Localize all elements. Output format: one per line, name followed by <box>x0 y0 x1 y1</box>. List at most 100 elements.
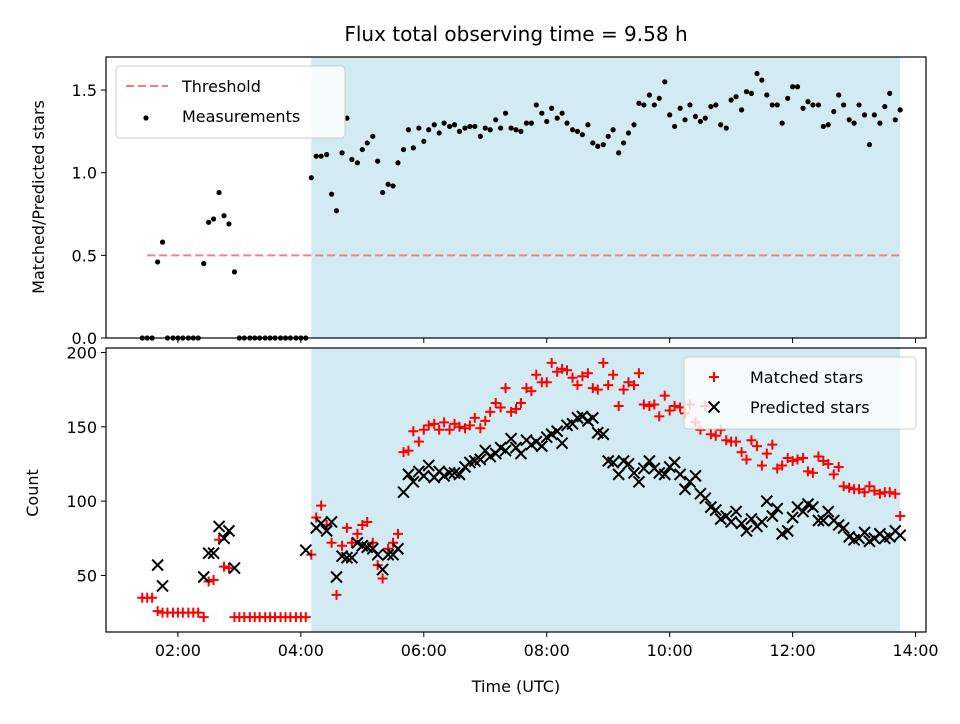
measurement-point <box>324 151 330 158</box>
predicted-stars-point <box>724 515 738 529</box>
measurement-point <box>385 181 391 187</box>
measurement-point <box>221 213 227 219</box>
matched-stars-point <box>777 460 788 471</box>
matched-stars-point <box>341 522 352 533</box>
predicted-stars-point <box>345 551 359 564</box>
top-series-measurements <box>139 70 903 341</box>
matched-stars-point <box>326 537 337 548</box>
measurement-point <box>436 130 442 136</box>
measurement-point <box>159 239 166 245</box>
measurement-point <box>502 110 509 116</box>
matched-stars-point <box>423 420 434 431</box>
measurement-point <box>554 115 560 121</box>
measurement-point <box>533 102 539 108</box>
measurement-point <box>447 123 453 130</box>
matched-stars-point <box>567 372 578 383</box>
legend-label: Matched stars <box>750 368 863 387</box>
measurement-point <box>431 122 437 128</box>
measurement-point <box>641 102 647 108</box>
matched-stars-point <box>859 487 870 498</box>
predicted-stars-point <box>314 517 328 530</box>
measurement-point <box>810 102 816 108</box>
predicted-stars-point <box>320 524 333 538</box>
matched-stars-point <box>884 487 895 498</box>
predicted-stars-point <box>381 548 395 561</box>
matched-stars-point <box>193 607 204 618</box>
predicted-stars-point <box>612 468 625 481</box>
measurement-point <box>518 128 524 134</box>
measurement-point <box>616 150 622 156</box>
measurement-point <box>569 127 576 133</box>
predicted-stars-point <box>668 456 681 469</box>
predicted-stars-point <box>299 544 312 557</box>
matched-stars-point <box>756 460 767 471</box>
measurement-point <box>579 132 585 138</box>
matched-stars-point <box>890 488 901 499</box>
predicted-stars-point <box>207 546 220 560</box>
measurement-point <box>815 102 822 108</box>
bottom-y-tick-label: 50 <box>77 566 97 585</box>
measurement-point <box>456 128 463 134</box>
matched-stars-point <box>490 398 501 409</box>
measurement-point <box>410 145 416 151</box>
measurement-point <box>708 103 714 110</box>
matched-stars-point <box>710 430 721 441</box>
x-axis-label: Time (UTC) <box>471 677 560 696</box>
predicted-stars-point <box>786 511 799 524</box>
matched-stars-point <box>439 417 450 428</box>
matched-stars-point <box>480 415 491 426</box>
legend-predicted-stars-swatch <box>707 400 721 414</box>
measurement-point <box>897 107 903 113</box>
bottom-y-tick-label: 150 <box>66 418 97 437</box>
measurement-point <box>523 120 530 126</box>
measurement-point <box>882 103 888 110</box>
measurement-point <box>831 108 837 115</box>
matched-stars-point <box>208 574 219 585</box>
measurement-point <box>493 117 499 123</box>
measurement-point <box>206 219 212 225</box>
matched-stars-point <box>798 453 809 464</box>
predicted-stars-point <box>822 505 835 518</box>
legend-label: Measurements <box>182 107 300 126</box>
matched-stars-point <box>147 592 158 603</box>
measurement-point <box>887 90 893 96</box>
bottom-series-predicted-stars <box>151 410 907 593</box>
matched-stars-point <box>828 469 839 480</box>
matched-stars-point <box>736 447 747 458</box>
matched-stars-point <box>582 368 593 379</box>
matched-stars-point <box>531 369 542 380</box>
matched-stars-point <box>664 405 675 416</box>
measurement-point <box>472 123 478 130</box>
predicted-stars-point <box>729 505 743 518</box>
predicted-stars-point <box>474 453 487 466</box>
measurement-point <box>892 117 898 123</box>
measurement-point <box>866 142 873 148</box>
top-y-tick-label: 1.5 <box>72 81 97 100</box>
matched-stars-point <box>869 485 880 496</box>
x-tick-label: 14:00 <box>892 641 938 660</box>
measurement-point <box>226 221 232 227</box>
measurement-point <box>656 95 662 101</box>
matched-stars-point <box>444 424 455 435</box>
predicted-stars-point <box>407 475 420 489</box>
matched-stars-point <box>352 528 363 539</box>
predicted-stars-point <box>371 548 384 561</box>
matched-stars-point <box>613 400 624 411</box>
measurement-point <box>308 175 314 181</box>
matched-stars-point <box>331 589 342 600</box>
measurement-point <box>313 153 319 159</box>
measurement-point <box>395 160 401 166</box>
matched-stars-point <box>721 435 732 446</box>
measurement-point <box>774 102 780 108</box>
matched-stars-point <box>418 424 429 435</box>
x-tick-label: 10:00 <box>647 641 693 660</box>
measurement-point <box>574 128 581 134</box>
top-observing-span <box>311 57 901 338</box>
matched-stars-point <box>751 441 762 452</box>
measurement-point <box>600 142 606 148</box>
measurement-point <box>328 191 335 197</box>
bottom-y-tick-label: 200 <box>66 343 97 362</box>
bottom-legend: Matched stars Predicted stars <box>683 356 917 430</box>
measurement-point <box>754 70 760 77</box>
top-panel-y-axis-label: Matched/Predicted stars <box>29 100 48 294</box>
